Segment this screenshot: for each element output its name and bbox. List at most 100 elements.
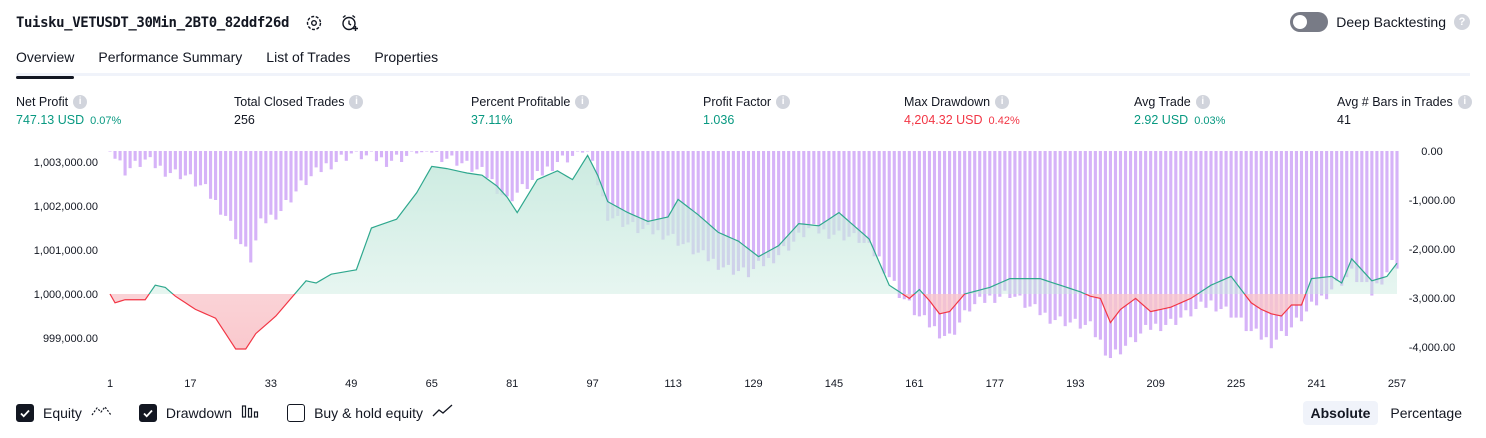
- equity-checkbox[interactable]: [16, 403, 34, 422]
- tab-performance-summary[interactable]: Performance Summary: [98, 49, 243, 65]
- drawdown-bar: [1128, 151, 1133, 338]
- drawdown-bar: [1048, 151, 1052, 324]
- drawdown-bar: [123, 151, 127, 176]
- deep-backtesting-toggle[interactable]: [1290, 12, 1329, 32]
- drawdown-bar: [772, 151, 776, 264]
- drawdown-bar: [1335, 151, 1339, 281]
- drawdown-bar: [1390, 151, 1394, 261]
- drawdown-bar: [560, 151, 565, 156]
- drawdown-bar: [193, 151, 198, 187]
- legend-drawdown[interactable]: Drawdown: [138, 403, 261, 422]
- legend-equity[interactable]: Equity: [16, 403, 113, 422]
- buy-hold-checkbox[interactable]: [287, 403, 306, 422]
- drawdown-bar: [329, 151, 333, 170]
- metric-avg-bars-in-trades: Avg # Bars in Trades i 41: [1337, 93, 1472, 127]
- drawdown-bar: [902, 151, 906, 300]
- drawdown-bar: [208, 151, 213, 199]
- drawdown-bar: [731, 151, 735, 275]
- absolute-button[interactable]: Absolute: [1302, 401, 1379, 425]
- legend-label: Equity: [43, 404, 82, 421]
- tab-list-of-trades[interactable]: List of Trades: [266, 49, 351, 65]
- drawdown-bar: [1028, 151, 1032, 307]
- drawdown-bar: [1123, 151, 1128, 346]
- drawdown-bar: [229, 151, 233, 221]
- drawdown-bar: [565, 151, 570, 163]
- drawdown-bar: [540, 151, 544, 176]
- metric-label: Avg Trade: [1134, 94, 1191, 109]
- drawdown-bar: [143, 151, 147, 160]
- drawdown-bar: [183, 151, 187, 176]
- drawdown-bar: [676, 151, 680, 246]
- drawdown-bar: [942, 151, 947, 336]
- drawdown-bar: [681, 151, 685, 245]
- drawdown-bar: [762, 151, 766, 267]
- legend-buy-hold[interactable]: Buy & hold equity: [287, 403, 454, 422]
- drawdown-bar: [465, 151, 469, 161]
- drawdown-bar: [500, 151, 504, 196]
- settings-gear-icon[interactable]: [303, 12, 325, 34]
- right-axis-tick: -4,000.00: [1409, 342, 1455, 354]
- percentage-button[interactable]: Percentage: [1390, 405, 1462, 421]
- right-axis-tick: 0.00: [1421, 146, 1442, 158]
- drawdown-bar: [153, 151, 157, 169]
- add-alert-clock-icon[interactable]: [339, 12, 361, 34]
- info-icon[interactable]: i: [1457, 94, 1472, 109]
- equity-profit-area: [110, 155, 1397, 294]
- drawdown-bar: [1219, 151, 1223, 310]
- tab-overview[interactable]: Overview: [16, 44, 75, 79]
- drawdown-bar: [1184, 151, 1188, 311]
- info-icon[interactable]: i: [995, 94, 1010, 109]
- drawdown-bar: [319, 151, 323, 173]
- equity-drawdown-chart[interactable]: 1,003,000.00 1,002,000.00 1,001,000.00 1,00…: [0, 140, 1486, 395]
- drawdown-bar: [867, 151, 871, 243]
- drawdown-bar: [1013, 151, 1017, 297]
- metric-value: 4,204.32 USD: [904, 113, 983, 127]
- report-tabs: Overview Performance Summary List of Tra…: [16, 44, 1470, 79]
- drawdown-bar: [1023, 151, 1027, 308]
- drawdown-bar: [304, 151, 308, 186]
- info-icon[interactable]: i: [73, 94, 88, 109]
- info-icon[interactable]: i: [575, 94, 590, 109]
- drawdown-bar: [777, 151, 781, 256]
- drawdown-bar: [993, 151, 997, 303]
- info-icon[interactable]: i: [776, 94, 791, 109]
- x-axis-tick: 209: [1147, 378, 1165, 390]
- help-icon[interactable]: ?: [1454, 14, 1470, 30]
- drawdown-bar: [1304, 151, 1309, 312]
- drawdown-bar: [570, 151, 575, 156]
- drawdown-bar: [219, 151, 223, 215]
- drawdown-bar: [968, 151, 972, 312]
- drawdown-bar: [1254, 151, 1258, 329]
- drawdown-bar: [395, 151, 399, 155]
- drawdown-bar: [1118, 151, 1123, 355]
- drawdown-bar: [1063, 151, 1067, 327]
- drawdown-bar: [892, 151, 896, 281]
- drawdown-bar: [1239, 151, 1243, 318]
- drawdown-bar: [289, 151, 293, 203]
- drawdown-bar: [1078, 151, 1082, 329]
- drawdown-bar: [857, 151, 861, 243]
- drawdown-bar: [611, 151, 615, 219]
- left-axis-tick: 999,000.00: [43, 333, 98, 345]
- drawdown-bar: [807, 151, 811, 229]
- metric-profit-factor: Profit Factor i 1.036: [703, 93, 791, 127]
- x-axis-tick: 241: [1307, 378, 1325, 390]
- drawdown-bar: [1375, 151, 1379, 284]
- drawdown-checkbox[interactable]: [138, 403, 157, 422]
- report-header: Tuisku_VETUSDT_30Min_2BT0_82ddf26d: [16, 10, 361, 36]
- info-icon[interactable]: i: [349, 94, 364, 109]
- metric-percent: 0.07%: [90, 115, 122, 127]
- info-icon[interactable]: i: [1195, 94, 1210, 109]
- drawdown-bar: [721, 151, 725, 268]
- drawdown-bar: [646, 151, 650, 225]
- drawdown-bar: [178, 151, 182, 180]
- legend-label: Drawdown: [165, 404, 233, 421]
- left-axis-tick: 1,002,000.00: [34, 201, 98, 213]
- drawdown-bar: [1083, 151, 1087, 325]
- drawdown-bar: [405, 151, 409, 156]
- tab-properties[interactable]: Properties: [374, 49, 439, 65]
- drawdown-bar: [877, 151, 881, 257]
- drawdown-bar: [1289, 151, 1293, 328]
- drawdown-bar: [922, 151, 926, 316]
- metric-value: 41: [1337, 113, 1351, 127]
